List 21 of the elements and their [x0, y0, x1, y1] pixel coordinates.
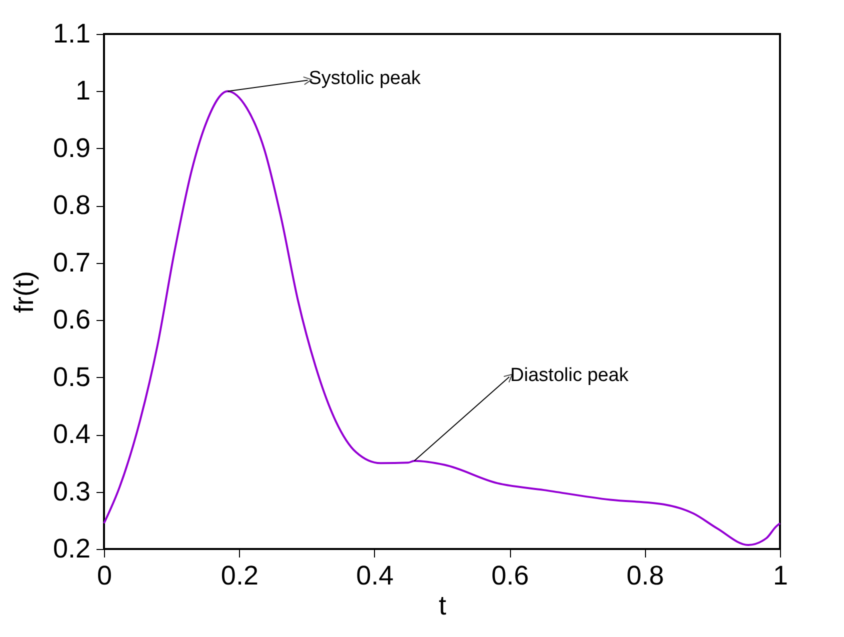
x-tick-label: 0.6 — [491, 560, 529, 590]
y-tick-label: 1 — [75, 76, 90, 106]
y-tick-label: 0.5 — [52, 362, 90, 392]
y-axis-title: fr(t) — [8, 271, 39, 313]
x-tick-label: 0.4 — [356, 560, 394, 590]
x-tick-label: 1 — [772, 560, 788, 590]
x-tick-label: 0.8 — [626, 560, 664, 590]
y-tick-label: 0.8 — [52, 190, 90, 220]
x-axis-title: t — [438, 590, 447, 620]
annotation: Diastolic peak — [510, 364, 630, 386]
y-tick-label: 0.2 — [52, 534, 90, 564]
x-tick-label: 0 — [96, 560, 112, 590]
annotation: Systolic peak — [308, 68, 422, 90]
line-series — [103, 90, 781, 546]
x-tick-label: 0.2 — [220, 560, 258, 590]
y-tick-label: 0.4 — [52, 419, 90, 450]
y-tick-label: 0.3 — [52, 476, 90, 506]
y-tick-label: 1.1 — [52, 18, 90, 48]
y-tick-label: 0.9 — [52, 132, 90, 163]
y-tick-label: 0.6 — [52, 304, 90, 335]
y-tick-label: 0.7 — [52, 247, 90, 278]
